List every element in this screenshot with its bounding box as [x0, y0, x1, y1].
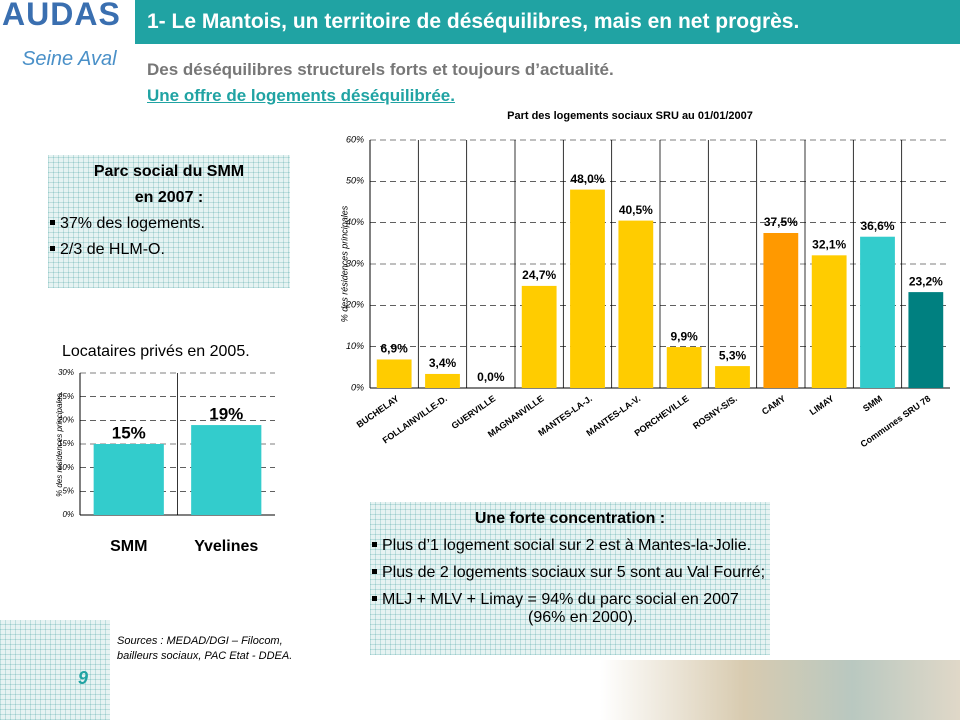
y-tick-label: 10%	[346, 341, 364, 351]
y-tick-label: 0%	[62, 510, 74, 519]
value-label: 32,1%	[812, 237, 846, 251]
y-tick-label: 10%	[58, 463, 74, 472]
bar	[860, 237, 895, 388]
bar	[667, 347, 702, 388]
charts: Part des logements sociaux SRU au 01/01/…	[0, 0, 960, 720]
bar	[191, 425, 261, 515]
x-tick-label: SMM	[861, 393, 884, 413]
value-label: 19%	[209, 405, 243, 424]
y-tick-label: 40%	[346, 217, 364, 227]
x-tick-label: CAMY	[760, 393, 787, 416]
value-label: 0,0%	[477, 370, 505, 384]
slide: AUDAS Seine Aval 1- Le Mantois, un terri…	[0, 0, 960, 720]
value-label: 6,9%	[380, 342, 408, 356]
value-label: 24,7%	[522, 268, 556, 282]
value-label: 15%	[112, 423, 146, 442]
value-label: 23,2%	[909, 274, 943, 288]
value-label: 48,0%	[570, 172, 604, 186]
y-tick-label: 60%	[346, 134, 364, 144]
value-label: 9,9%	[670, 329, 698, 343]
x-tick-label: BUCHELAY	[355, 393, 401, 429]
x-tick-label: ROSNY-S/S.	[691, 393, 739, 431]
y-tick-label: 0%	[351, 382, 364, 392]
bar	[377, 359, 412, 388]
x-tick-label: Yvelines	[194, 538, 258, 555]
x-tick-label: GUERVILLE	[450, 393, 498, 431]
x-tick-label: LIMAY	[808, 393, 836, 417]
bar	[570, 190, 605, 388]
bar	[618, 221, 653, 388]
value-label: 37,5%	[764, 215, 798, 229]
bar	[908, 292, 943, 388]
bar	[812, 255, 847, 388]
y-tick-label: 15%	[58, 439, 74, 448]
y-tick-label: 25%	[57, 392, 74, 401]
value-label: 36,6%	[860, 219, 894, 233]
chart-title: Locataires privés en 2005.	[62, 343, 250, 360]
value-label: 3,4%	[429, 356, 457, 370]
chart-title: Part des logements sociaux SRU au 01/01/…	[507, 110, 753, 122]
value-label: 5,3%	[719, 348, 747, 362]
bar	[522, 286, 557, 388]
x-tick-label: SMM	[110, 538, 147, 555]
value-label: 40,5%	[619, 203, 653, 217]
y-tick-label: 50%	[346, 176, 364, 186]
bar	[715, 366, 750, 388]
y-tick-label: 20%	[345, 300, 364, 310]
bar	[763, 233, 798, 388]
bar	[94, 444, 164, 515]
y-tick-label: 20%	[57, 415, 74, 424]
y-tick-label: 30%	[346, 258, 364, 268]
bar	[425, 374, 460, 388]
y-tick-label: 30%	[58, 368, 74, 377]
y-tick-label: 5%	[62, 486, 74, 495]
